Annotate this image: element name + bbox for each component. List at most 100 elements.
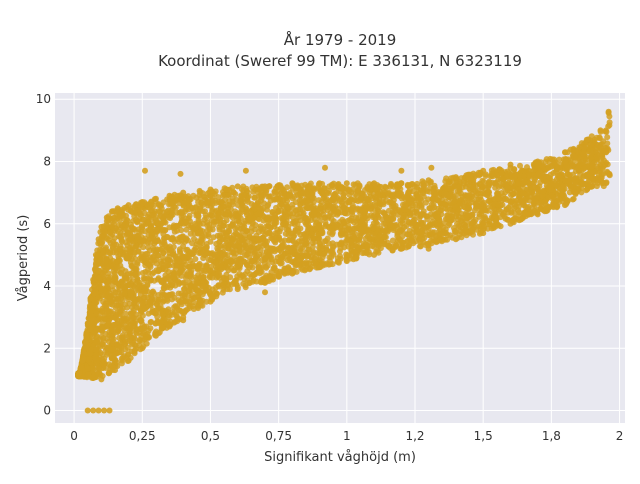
data-point bbox=[553, 182, 559, 188]
data-point bbox=[252, 257, 258, 263]
data-point bbox=[338, 246, 344, 252]
data-point bbox=[409, 206, 415, 212]
data-point bbox=[204, 287, 210, 293]
data-point bbox=[93, 347, 99, 353]
data-point bbox=[480, 220, 486, 226]
data-point bbox=[228, 265, 234, 271]
data-point bbox=[125, 230, 131, 236]
data-point bbox=[104, 345, 110, 351]
data-point bbox=[149, 309, 155, 315]
data-point bbox=[110, 239, 116, 245]
data-point bbox=[265, 201, 271, 207]
data-point bbox=[543, 202, 549, 208]
data-point bbox=[311, 255, 317, 261]
data-point bbox=[110, 258, 116, 264]
data-point bbox=[186, 264, 192, 270]
data-point bbox=[406, 220, 412, 226]
data-point bbox=[350, 233, 356, 239]
data-point bbox=[87, 351, 93, 357]
data-point bbox=[549, 163, 555, 169]
data-point bbox=[297, 201, 303, 207]
data-point bbox=[427, 186, 433, 192]
data-point bbox=[193, 195, 199, 201]
data-point bbox=[318, 209, 324, 215]
data-point bbox=[415, 196, 421, 202]
data-point bbox=[129, 340, 135, 346]
data-point bbox=[108, 233, 114, 239]
data-point bbox=[584, 186, 590, 192]
data-point bbox=[272, 215, 278, 221]
data-point bbox=[556, 173, 562, 179]
data-point bbox=[535, 172, 541, 178]
data-point bbox=[497, 196, 503, 202]
data-point bbox=[323, 245, 329, 251]
data-point bbox=[303, 204, 309, 210]
data-point bbox=[532, 192, 538, 198]
data-point bbox=[119, 239, 125, 245]
data-point bbox=[134, 276, 140, 282]
data-point bbox=[515, 180, 521, 186]
data-point bbox=[278, 184, 284, 190]
data-point bbox=[531, 183, 537, 189]
data-point bbox=[160, 231, 166, 237]
data-point bbox=[258, 223, 264, 229]
data-point bbox=[441, 193, 447, 199]
data-point bbox=[439, 238, 445, 244]
data-point bbox=[408, 237, 414, 243]
data-point bbox=[150, 289, 156, 295]
data-point bbox=[232, 279, 238, 285]
data-point bbox=[183, 247, 189, 253]
data-point bbox=[137, 338, 143, 344]
data-point bbox=[241, 223, 247, 229]
data-point bbox=[178, 267, 184, 273]
data-point bbox=[499, 190, 505, 196]
data-point bbox=[476, 172, 482, 178]
data-point bbox=[482, 214, 488, 220]
data-point bbox=[200, 202, 206, 208]
data-point bbox=[171, 239, 177, 245]
data-point bbox=[183, 298, 189, 304]
data-point bbox=[390, 227, 396, 233]
data-point bbox=[179, 253, 185, 259]
data-point bbox=[209, 253, 215, 259]
data-point bbox=[147, 298, 153, 304]
data-point bbox=[286, 193, 292, 199]
data-point bbox=[104, 310, 110, 316]
data-point bbox=[406, 200, 412, 206]
data-point bbox=[510, 186, 516, 192]
data-point bbox=[493, 218, 499, 224]
data-point bbox=[442, 178, 448, 184]
data-point bbox=[452, 230, 458, 236]
data-point bbox=[244, 197, 250, 203]
data-point bbox=[158, 319, 164, 325]
data-point bbox=[272, 191, 278, 197]
data-point bbox=[166, 214, 172, 220]
data-point bbox=[447, 232, 453, 238]
data-point bbox=[214, 291, 220, 297]
data-point bbox=[213, 188, 219, 194]
data-point bbox=[311, 249, 317, 255]
data-point bbox=[151, 212, 157, 218]
data-point bbox=[132, 256, 138, 262]
chart-title-line-1: År 1979 - 2019 bbox=[284, 30, 397, 49]
data-point bbox=[541, 175, 547, 181]
data-point bbox=[388, 200, 394, 206]
data-point bbox=[331, 252, 337, 258]
data-point bbox=[158, 303, 164, 309]
data-point bbox=[411, 213, 417, 219]
data-point bbox=[498, 223, 504, 229]
data-point bbox=[284, 184, 290, 190]
data-point bbox=[461, 181, 467, 187]
data-point bbox=[486, 198, 492, 204]
data-point bbox=[148, 319, 154, 325]
data-point bbox=[373, 186, 379, 192]
data-point bbox=[190, 299, 196, 305]
data-point bbox=[142, 277, 148, 283]
data-point bbox=[440, 225, 446, 231]
data-point bbox=[343, 252, 349, 258]
data-point bbox=[140, 244, 146, 250]
data-point bbox=[221, 276, 227, 282]
data-point bbox=[455, 188, 461, 194]
data-point bbox=[189, 251, 195, 257]
data-point bbox=[267, 249, 273, 255]
